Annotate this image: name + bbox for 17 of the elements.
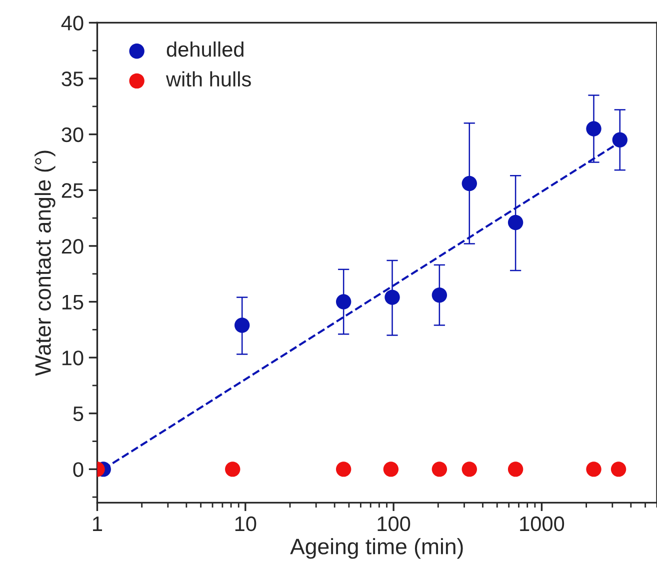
y-tick-label: 30 — [62, 127, 84, 142]
x-axis-title: Ageing time (min) — [290, 538, 463, 559]
y-tick-label: 40 — [61, 16, 84, 30]
x-tick-label: 1000 — [520, 516, 564, 532]
y-tick-label: 5 — [73, 406, 84, 422]
x-tick-label: 10 — [235, 516, 256, 532]
y-tick-label: 20 — [62, 238, 84, 254]
legend-label: with hulls — [166, 71, 251, 87]
y-tick-label: 0 — [73, 462, 84, 477]
y-axis-title: Water contact angle (°) — [34, 150, 56, 376]
y-tick-label: 35 — [62, 72, 84, 86]
x-tick-label: 1 — [93, 516, 102, 531]
y-tick-label: 15 — [62, 294, 84, 310]
y-tick-label: 10 — [62, 350, 84, 366]
x-tick-label: 100 — [378, 516, 410, 532]
legend-label: dehulled — [166, 41, 244, 57]
y-tick-label: 25 — [62, 183, 84, 198]
